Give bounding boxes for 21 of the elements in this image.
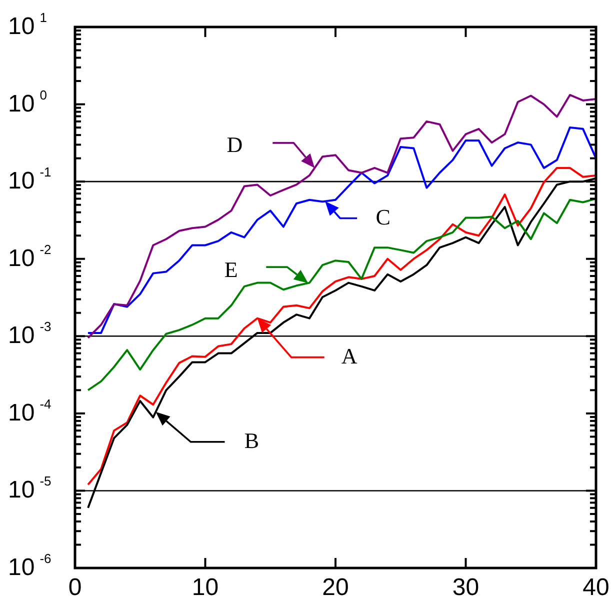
series-label: E — [224, 257, 238, 282]
x-tick-label: 40 — [582, 574, 610, 597]
y-tick-label: 10$^{-5}$ — [8, 474, 52, 504]
line-series — [87, 198, 597, 392]
y-tick-label: 10$^{-4}$ — [8, 396, 52, 426]
y-tick-label: 10$^{1}$ — [8, 10, 47, 40]
y-tick-label: 10$^{-3}$ — [8, 319, 52, 350]
line-series — [87, 126, 597, 334]
x-tick-label: 20 — [322, 574, 349, 597]
series-label: D — [226, 132, 243, 157]
y-tick-label: 10$^{0}$ — [8, 87, 47, 118]
x-tick-label: 10 — [192, 574, 219, 597]
y-tick-label: 10$^{-1}$ — [8, 164, 52, 195]
y-tick-label: 10$^{-2}$ — [8, 242, 52, 272]
y-tick-label: 10$^{-6}$ — [8, 551, 52, 581]
line-series — [87, 94, 597, 339]
legend-label: B — [244, 428, 260, 453]
x-tick-label: 30 — [452, 574, 480, 597]
x-tick-label: 0 — [68, 574, 82, 597]
legend-label: C — [376, 204, 390, 230]
legend-label: A — [341, 343, 358, 368]
